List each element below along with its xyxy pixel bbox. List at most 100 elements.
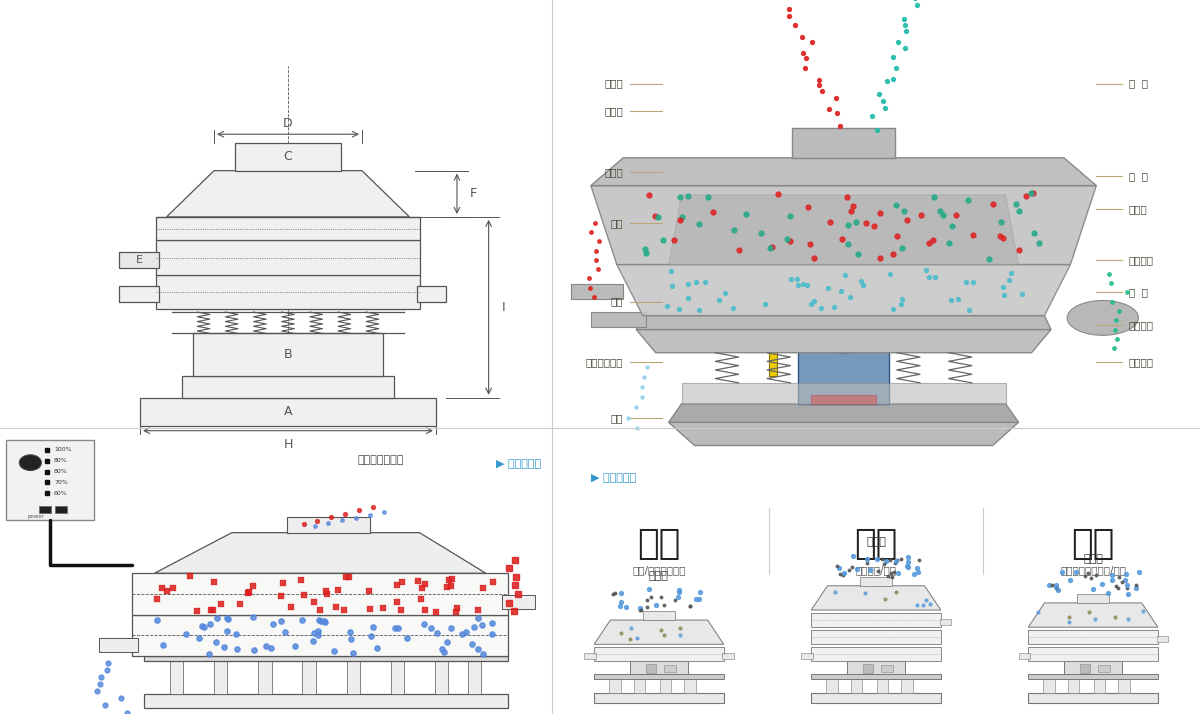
FancyBboxPatch shape [811,674,941,679]
FancyBboxPatch shape [1157,635,1169,642]
FancyBboxPatch shape [1028,693,1158,703]
Polygon shape [682,383,1006,404]
Polygon shape [1028,603,1158,627]
Polygon shape [594,620,724,644]
FancyBboxPatch shape [811,693,941,703]
FancyBboxPatch shape [156,241,420,275]
FancyBboxPatch shape [302,661,316,694]
Text: 进料口: 进料口 [605,79,623,89]
Polygon shape [167,171,409,217]
Text: power: power [28,513,44,518]
FancyBboxPatch shape [684,679,696,693]
Polygon shape [636,330,1051,353]
FancyBboxPatch shape [802,653,814,659]
FancyBboxPatch shape [38,506,50,513]
FancyBboxPatch shape [1068,679,1080,693]
FancyBboxPatch shape [769,343,776,376]
Text: 80%: 80% [54,458,68,463]
Text: E: E [136,255,143,265]
FancyBboxPatch shape [646,664,655,673]
FancyBboxPatch shape [1076,594,1109,603]
Ellipse shape [798,334,889,353]
Polygon shape [155,533,486,573]
FancyBboxPatch shape [503,595,535,609]
FancyBboxPatch shape [434,661,449,694]
FancyBboxPatch shape [811,613,941,627]
FancyBboxPatch shape [287,517,370,533]
FancyBboxPatch shape [1028,647,1158,661]
Polygon shape [590,158,1097,186]
FancyBboxPatch shape [1080,664,1090,673]
Polygon shape [668,423,1019,446]
FancyBboxPatch shape [119,251,158,268]
FancyBboxPatch shape [901,679,913,693]
Text: 下部重锤: 下部重锤 [1129,357,1153,367]
FancyBboxPatch shape [940,618,952,625]
FancyBboxPatch shape [214,661,228,694]
FancyBboxPatch shape [859,577,893,585]
FancyBboxPatch shape [571,284,623,299]
Text: A: A [283,406,293,418]
FancyBboxPatch shape [584,653,596,659]
Text: 出料口: 出料口 [605,166,623,177]
Polygon shape [668,404,1019,423]
Ellipse shape [1067,301,1139,336]
Text: D: D [283,117,293,130]
Polygon shape [590,186,1097,265]
Polygon shape [617,265,1070,316]
FancyBboxPatch shape [468,661,481,694]
FancyBboxPatch shape [811,647,941,661]
FancyBboxPatch shape [610,679,620,693]
Text: 束环: 束环 [611,218,623,228]
FancyBboxPatch shape [1093,679,1105,693]
Text: 筛  网: 筛 网 [1129,79,1147,89]
Text: 振动电机: 振动电机 [1129,320,1153,330]
FancyBboxPatch shape [156,275,420,309]
FancyBboxPatch shape [170,661,184,694]
FancyBboxPatch shape [6,440,94,520]
Text: 上部重锤: 上部重锤 [1129,255,1153,265]
Text: B: B [283,348,293,361]
FancyBboxPatch shape [100,638,138,652]
FancyBboxPatch shape [851,679,863,693]
FancyBboxPatch shape [391,661,404,694]
Text: 过滤: 过滤 [854,527,898,561]
Text: H: H [283,438,293,451]
Text: 三层式: 三层式 [866,537,886,547]
FancyBboxPatch shape [347,661,360,694]
Text: 去除异物/结块: 去除异物/结块 [856,565,896,575]
Text: 外形尺寸示意图: 外形尺寸示意图 [358,455,404,465]
Text: 防尘盖: 防尘盖 [605,106,623,116]
FancyBboxPatch shape [132,573,508,615]
FancyBboxPatch shape [660,679,671,693]
FancyBboxPatch shape [881,665,893,672]
Text: F: F [470,187,478,201]
Text: 100%: 100% [54,447,72,453]
FancyBboxPatch shape [798,343,889,404]
FancyBboxPatch shape [144,656,508,661]
FancyBboxPatch shape [235,143,341,171]
Polygon shape [636,316,1051,330]
FancyBboxPatch shape [643,611,676,620]
Text: 双层式: 双层式 [1084,554,1103,564]
FancyBboxPatch shape [1019,653,1031,659]
Text: ▶ 结构示意图: ▶ 结构示意图 [497,459,541,469]
FancyBboxPatch shape [634,679,646,693]
FancyBboxPatch shape [877,679,888,693]
FancyBboxPatch shape [119,286,158,302]
Text: ▶ 结构示意图: ▶ 结构示意图 [590,473,636,483]
FancyBboxPatch shape [1098,665,1110,672]
FancyBboxPatch shape [1064,661,1122,674]
FancyBboxPatch shape [1043,679,1055,693]
FancyBboxPatch shape [132,615,508,656]
Text: 机座: 机座 [611,413,623,423]
Text: 颗粒/粉末准确分级: 颗粒/粉末准确分级 [632,565,685,575]
Text: 除杂: 除杂 [1072,527,1115,561]
Text: 去除液体中的颗粒/异物: 去除液体中的颗粒/异物 [1060,565,1126,575]
FancyBboxPatch shape [144,694,508,708]
FancyBboxPatch shape [811,396,876,404]
Polygon shape [668,195,1019,265]
Ellipse shape [19,455,42,471]
Polygon shape [811,585,941,610]
Text: 筛  盘: 筛 盘 [1129,287,1147,298]
